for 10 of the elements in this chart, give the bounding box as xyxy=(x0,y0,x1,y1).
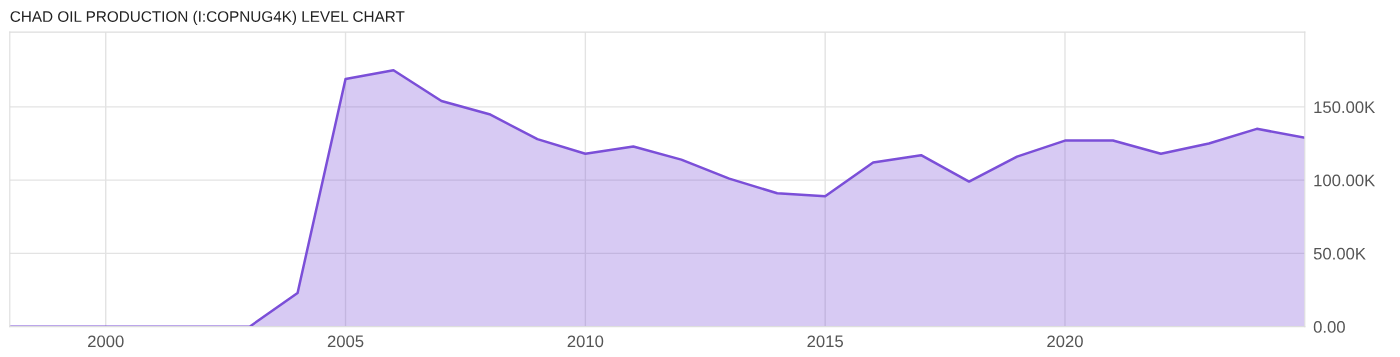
x-tick-label: 2010 xyxy=(567,335,604,348)
y-tick-label: 50.00K xyxy=(1313,247,1366,260)
y-tick-label: 0.00 xyxy=(1313,321,1345,333)
y-tick-label: 150.00K xyxy=(1314,101,1376,114)
x-tick-label: 2000 xyxy=(88,335,124,348)
x-tick-label: 2015 xyxy=(807,335,844,348)
x-tick-label: 2020 xyxy=(1047,335,1083,348)
chart-title: CHAD OIL PRODUCTION (I:COPNUG4K) LEVEL CHART xyxy=(10,10,405,25)
y-tick-label: 100.00K xyxy=(1314,174,1376,187)
x-tick-label: 2005 xyxy=(327,335,364,348)
